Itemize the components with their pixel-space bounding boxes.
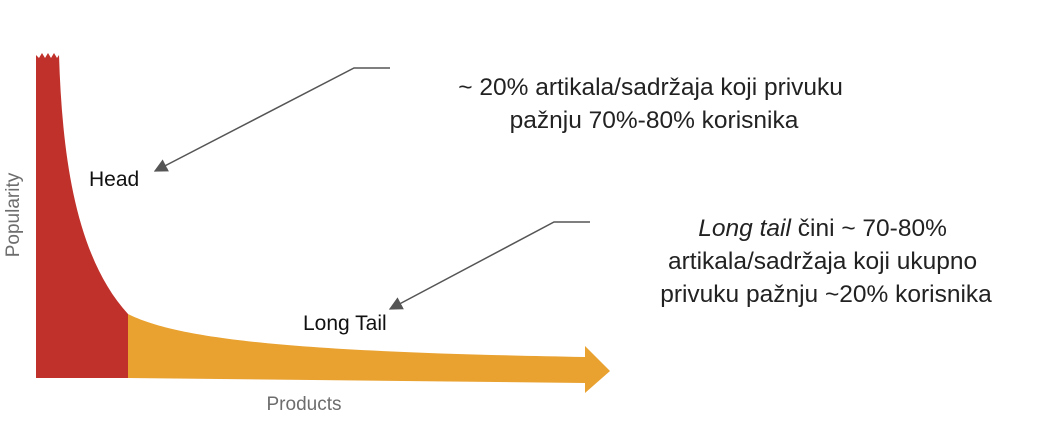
head-annotation: ~ 20% artikala/sadržaja koji privuku paž…: [458, 74, 850, 134]
tail-arrow: [388, 221, 590, 310]
long-tail-label: Long Tail: [303, 312, 387, 335]
tail-annotation-line2: artikala/sadržaja koji ukupno: [668, 248, 977, 275]
x-axis-label: Products: [267, 394, 342, 415]
head-annotation-line2: pažnju 70%-80% korisnika: [510, 107, 799, 134]
head-label: Head: [89, 168, 139, 191]
tail-annotation: Long tail čini ~ 70-80% artikala/sadržaj…: [660, 215, 992, 308]
y-axis-label: Popularity: [3, 172, 24, 257]
long-tail-region: [128, 314, 610, 393]
tail-annotation-line1-rest: čini ~ 70-80%: [791, 215, 947, 242]
head-region: [36, 53, 128, 378]
head-annotation-line1: ~ 20% artikala/sadržaja koji privuku: [458, 74, 843, 101]
tail-annotation-line3: privuku pažnju ~20% korisnika: [660, 281, 992, 308]
head-arrow: [153, 67, 390, 172]
tail-annotation-italic: Long tail: [698, 215, 791, 242]
